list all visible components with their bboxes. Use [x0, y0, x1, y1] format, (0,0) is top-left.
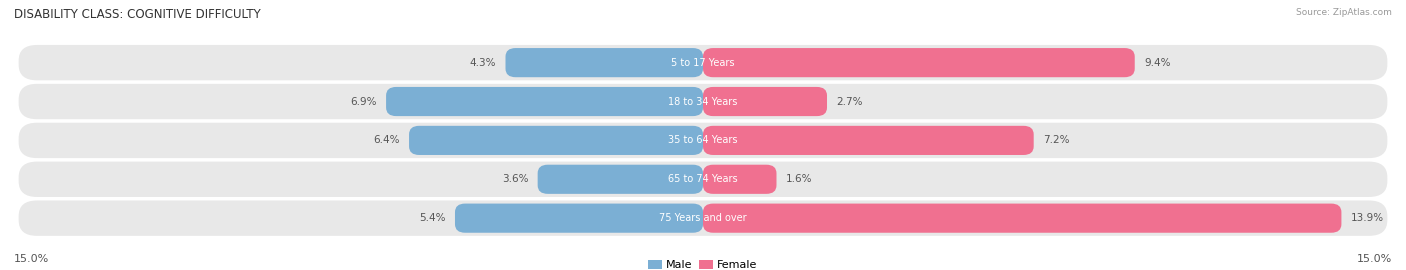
FancyBboxPatch shape — [18, 200, 1388, 236]
Text: 75 Years and over: 75 Years and over — [659, 213, 747, 223]
Text: 7.2%: 7.2% — [1043, 135, 1070, 146]
FancyBboxPatch shape — [456, 204, 703, 233]
Text: 5 to 17 Years: 5 to 17 Years — [671, 58, 735, 68]
FancyBboxPatch shape — [18, 123, 1388, 158]
Text: 9.4%: 9.4% — [1144, 58, 1170, 68]
Text: 18 to 34 Years: 18 to 34 Years — [668, 96, 738, 107]
Text: Source: ZipAtlas.com: Source: ZipAtlas.com — [1296, 8, 1392, 17]
FancyBboxPatch shape — [18, 161, 1388, 197]
FancyBboxPatch shape — [537, 165, 703, 194]
Text: DISABILITY CLASS: COGNITIVE DIFFICULTY: DISABILITY CLASS: COGNITIVE DIFFICULTY — [14, 8, 260, 21]
Text: 15.0%: 15.0% — [1357, 254, 1392, 264]
Text: 13.9%: 13.9% — [1351, 213, 1384, 223]
FancyBboxPatch shape — [703, 165, 776, 194]
FancyBboxPatch shape — [703, 126, 1033, 155]
FancyBboxPatch shape — [506, 48, 703, 77]
Text: 3.6%: 3.6% — [502, 174, 529, 184]
FancyBboxPatch shape — [387, 87, 703, 116]
FancyBboxPatch shape — [18, 45, 1388, 80]
Text: 6.9%: 6.9% — [350, 96, 377, 107]
Text: 35 to 64 Years: 35 to 64 Years — [668, 135, 738, 146]
Text: 4.3%: 4.3% — [470, 58, 496, 68]
FancyBboxPatch shape — [703, 87, 827, 116]
Text: 6.4%: 6.4% — [374, 135, 399, 146]
Text: 1.6%: 1.6% — [786, 174, 813, 184]
Text: 2.7%: 2.7% — [837, 96, 863, 107]
Text: 5.4%: 5.4% — [419, 213, 446, 223]
FancyBboxPatch shape — [703, 204, 1341, 233]
Text: 65 to 74 Years: 65 to 74 Years — [668, 174, 738, 184]
FancyBboxPatch shape — [703, 48, 1135, 77]
FancyBboxPatch shape — [409, 126, 703, 155]
FancyBboxPatch shape — [18, 84, 1388, 119]
Text: 15.0%: 15.0% — [14, 254, 49, 264]
Legend: Male, Female: Male, Female — [644, 255, 762, 270]
